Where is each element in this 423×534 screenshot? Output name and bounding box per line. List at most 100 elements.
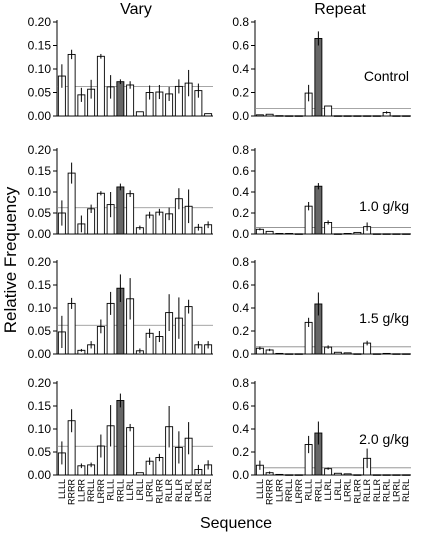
x-tick-label: RRLL [115,479,125,502]
x-tick-label: RLLR [174,479,184,503]
y-tick-label: 0.0 [232,109,249,123]
x-tick-label: LRLL [135,479,145,501]
x-tick-label: LRRL [145,479,155,502]
y-tick-label: 0.05 [28,445,52,459]
bar [126,84,135,117]
y-tick-label: 0.15 [28,164,52,178]
bar [353,115,362,117]
bar [265,230,274,235]
y-tick-label: 0.00 [28,109,52,123]
x-tick-label: LRRR [294,479,304,504]
y-tick-label: 0.00 [28,347,52,361]
x-tick-label: LLRR [274,479,284,503]
y-tick-label: 0.10 [28,62,52,76]
y-tick-label: 0.4 [232,422,249,436]
condition-label: Control [364,68,409,84]
bar [285,353,294,355]
y-tick-label: 0.0 [232,227,249,241]
bar [96,192,105,235]
y-tick-label: 0.2 [232,206,249,220]
bar [304,321,313,355]
x-tick-label: LLRL [323,479,333,501]
panel-repeat-control: 0.0 0.2 0.4 0.6 0.8 Control [232,15,411,123]
bar [126,427,135,476]
bar [135,472,144,476]
y-tick-label: 0.4 [232,185,249,199]
bar [285,474,294,476]
bar [333,115,342,117]
bar [402,474,411,476]
y-tick-label: 0.2 [232,86,249,100]
bar [294,353,303,355]
x-tick-label: RLLR [362,479,372,503]
bar [382,352,391,355]
y-tick-label: 0.6 [232,39,249,53]
panel-vary-control: 0.00 0.05 0.10 0.15 0.20 [28,15,213,123]
x-tick-label: LLRL [125,479,135,501]
y-tick-label: 0.15 [28,39,52,53]
bar [343,473,352,476]
y-tick-label: 0.0 [232,347,249,361]
y-tick-label: 0.05 [28,86,52,100]
y-tick-label: 0.05 [28,324,52,338]
y-tick-label: 0.00 [28,468,52,482]
bar [255,114,264,117]
x-tick-label: LLLL [57,479,67,499]
x-tick-label: RLLR [164,479,174,503]
panel-repeat-1-5-g-kg: 0.0 0.2 0.4 0.6 0.8 1.5 g/kg [232,255,411,361]
bar [204,113,213,117]
x-tick-label: LRRL [343,479,353,502]
condition-label: 1.5 g/kg [359,310,409,326]
bar [382,233,391,235]
y-tick-label: 0.15 [28,399,52,413]
panel-vary-1-5-g-kg: 0.00 0.05 0.10 0.15 0.20 [28,255,213,361]
y-tick-label: 0.2 [232,324,249,338]
y-tick-label: 0.20 [28,143,52,157]
y-tick-label: 0.20 [28,255,52,269]
y-tick-label: 0.0 [232,468,249,482]
y-tick-label: 0.8 [232,376,249,390]
y-tick-label: 0.20 [28,15,52,29]
y-axis-label: Relative Frequency [1,186,20,333]
x-tick-label: RLRL [203,479,213,502]
bar [285,233,294,235]
panels: 0.00 0.05 0.10 0.15 0.20 0.0 0.2 0.4 0.6 0.8 Contr… [28,15,411,505]
y-tick-label: 0.6 [232,278,249,292]
bar [402,115,411,117]
column-title-repeat: Repeat [314,1,366,18]
x-axis-label: Sequence [200,515,272,532]
bar [116,186,125,235]
y-tick-label: 0.6 [232,399,249,413]
bar [96,55,105,117]
bar [392,115,401,117]
panel-vary-1-0-g-kg: 0.00 0.05 0.10 0.15 0.20 [28,143,213,241]
bar [343,115,352,117]
x-tick-label: RLLL [106,479,116,501]
bar [382,474,391,476]
y-tick-label: 0.05 [28,206,52,220]
y-tick-label: 0.6 [232,164,249,178]
x-tick-label: LRRR [96,479,106,504]
bar [402,353,411,355]
bar [275,115,284,117]
x-tick-label: RRLL [313,479,323,502]
x-tick-label: LRRL [391,479,401,502]
bar [392,233,401,235]
bar [333,233,342,235]
bar [333,472,342,476]
y-tick-label: 0.00 [28,227,52,241]
bar [392,353,401,355]
bar [294,115,303,117]
bar [353,353,362,355]
x-tick-label: LRLL [333,479,343,501]
y-tick-label: 0.10 [28,185,52,199]
x-tick-label: RRRR [67,479,77,505]
bar [372,233,381,235]
x-tick-label: RRLL [86,479,96,502]
y-tick-label: 0.8 [232,15,249,29]
bar [402,233,411,235]
y-tick-label: 0.15 [28,278,52,292]
bar [333,351,342,355]
